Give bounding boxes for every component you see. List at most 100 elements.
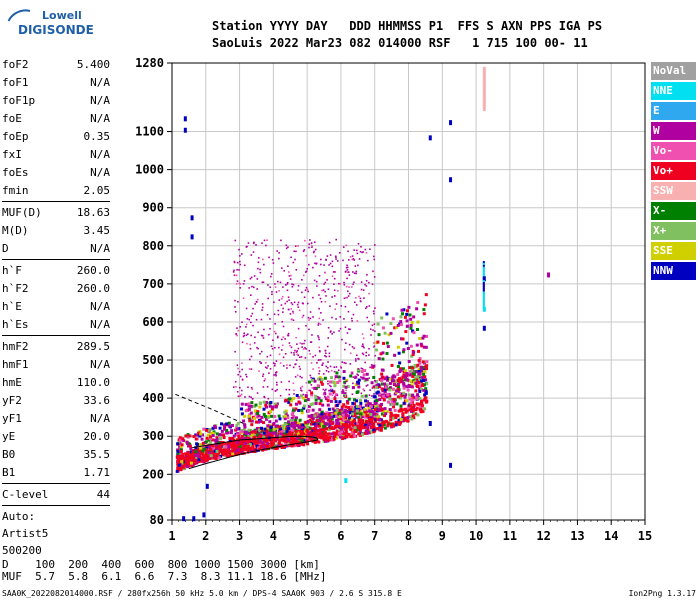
echo-point bbox=[317, 377, 321, 381]
echo-point bbox=[341, 338, 343, 341]
echo-point bbox=[404, 393, 408, 397]
echo-point bbox=[281, 267, 283, 269]
echo-point bbox=[269, 327, 271, 330]
echo-point bbox=[254, 430, 258, 434]
echo-point bbox=[388, 388, 392, 392]
echo-point bbox=[399, 367, 403, 371]
echo-point bbox=[322, 416, 326, 420]
echo-point bbox=[284, 398, 288, 402]
echo-point bbox=[260, 318, 263, 321]
echo-point bbox=[242, 445, 246, 449]
echo-point bbox=[277, 309, 280, 312]
echo-point bbox=[268, 433, 272, 437]
echo-point bbox=[370, 418, 374, 422]
echo-point bbox=[282, 434, 286, 438]
echo-point bbox=[422, 312, 426, 316]
legend-item-vo: Vo- bbox=[651, 142, 696, 160]
echo-point bbox=[322, 319, 324, 321]
echo-point bbox=[302, 250, 305, 253]
x-tick-label: 6 bbox=[337, 529, 344, 543]
param-name: yF2 bbox=[2, 394, 22, 407]
echo-point bbox=[380, 408, 384, 412]
echo-point bbox=[392, 397, 396, 401]
echo-point bbox=[186, 441, 190, 445]
echo-point bbox=[327, 413, 331, 417]
echo-point bbox=[347, 295, 350, 297]
echo-point bbox=[263, 328, 265, 331]
echo-point bbox=[342, 259, 344, 262]
echo-point bbox=[378, 418, 382, 422]
echo-point bbox=[352, 347, 355, 350]
echo-point bbox=[244, 438, 248, 442]
echo-point bbox=[244, 402, 248, 406]
echo-point bbox=[280, 239, 282, 242]
echo-point bbox=[308, 389, 310, 392]
echo-point bbox=[357, 432, 361, 436]
echo-point bbox=[256, 410, 260, 414]
echo-point bbox=[406, 415, 410, 419]
echo-point bbox=[320, 258, 322, 261]
echo-point bbox=[375, 404, 379, 408]
echo-point bbox=[226, 449, 230, 453]
echo-point bbox=[310, 242, 313, 244]
echo-point bbox=[482, 270, 485, 274]
echo-point bbox=[341, 390, 345, 394]
echo-point bbox=[318, 408, 322, 412]
echo-point bbox=[320, 422, 324, 426]
echo-point bbox=[406, 407, 410, 411]
echo-point bbox=[352, 382, 354, 385]
echo-point bbox=[274, 439, 278, 443]
echo-point bbox=[312, 422, 316, 426]
echo-point bbox=[215, 453, 219, 457]
echo-point bbox=[372, 428, 376, 432]
param-name: yF1 bbox=[2, 412, 22, 425]
echo-point bbox=[308, 263, 310, 266]
echo-point bbox=[284, 412, 288, 416]
echo-point bbox=[316, 361, 318, 364]
echo-point bbox=[362, 373, 366, 377]
echo-point bbox=[292, 424, 296, 428]
echo-point bbox=[312, 356, 314, 358]
echo-point bbox=[368, 402, 372, 406]
echo-point bbox=[326, 366, 329, 369]
echo-point bbox=[306, 398, 310, 402]
echo-point bbox=[297, 327, 300, 330]
echo-point bbox=[241, 389, 243, 392]
echo-point bbox=[289, 313, 292, 315]
echo-point bbox=[421, 376, 425, 380]
echo-point bbox=[363, 297, 365, 299]
legend-item-e: E bbox=[651, 102, 696, 120]
y-tick-label: 400 bbox=[142, 391, 164, 405]
echo-point bbox=[340, 407, 344, 411]
echo-point bbox=[312, 316, 314, 318]
echo-point bbox=[254, 440, 258, 444]
echo-point bbox=[399, 315, 403, 319]
echo-point bbox=[364, 395, 367, 398]
echo-point bbox=[322, 388, 325, 391]
echo-point bbox=[334, 308, 337, 311]
echo-point bbox=[232, 438, 236, 442]
echo-point bbox=[256, 441, 260, 445]
echo-point bbox=[385, 351, 389, 355]
echo-point bbox=[348, 422, 352, 426]
echo-point bbox=[289, 437, 293, 441]
echo-point bbox=[274, 390, 277, 392]
param-name: MUF(D) bbox=[2, 206, 42, 219]
echo-point bbox=[274, 371, 277, 374]
echo-point bbox=[336, 381, 340, 385]
echo-point bbox=[204, 448, 208, 451]
echo-point bbox=[328, 422, 332, 426]
echo-point bbox=[401, 419, 405, 423]
echo-point bbox=[265, 362, 267, 364]
echo-point bbox=[261, 242, 263, 244]
echo-point bbox=[408, 313, 412, 317]
echo-point bbox=[266, 444, 270, 448]
echo-point bbox=[243, 430, 247, 434]
echo-point bbox=[263, 427, 267, 431]
echo-point bbox=[183, 452, 187, 456]
echo-point bbox=[363, 389, 366, 392]
echo-point bbox=[263, 395, 265, 398]
echo-point bbox=[187, 457, 191, 461]
echo-point bbox=[286, 300, 288, 303]
echo-point bbox=[385, 375, 389, 379]
